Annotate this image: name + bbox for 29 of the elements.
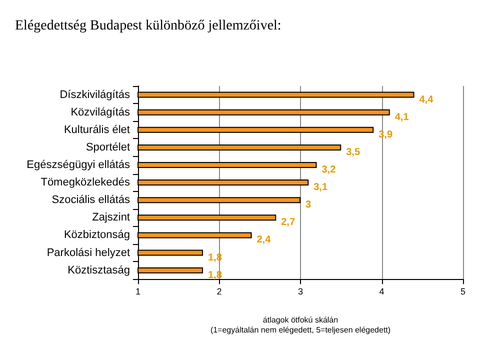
y-tick-label: Közvilágítás — [70, 106, 130, 118]
y-tick-label: Parkolási helyzet — [46, 246, 130, 259]
x-tick-label: 5 — [460, 286, 466, 297]
data-label: 3,5 — [346, 146, 360, 158]
y-tick-label: Zajszint — [92, 212, 130, 224]
y-tick-label: Szociális ellátás — [52, 194, 130, 206]
data-label: 3 — [306, 200, 312, 211]
chart-title: Elégedettség Budapest különböző jellemzőivel: — [15, 18, 282, 34]
x-tick-label: 2 — [216, 286, 222, 297]
y-tick-label: Egészségügyi ellátás — [26, 158, 130, 171]
y-tick-label: Sportélet — [86, 141, 130, 154]
y-tick-label: Köztisztaság — [68, 264, 130, 276]
data-label: 4,4 — [419, 94, 434, 106]
y-tick-label: Díszkivilágítás — [60, 88, 130, 101]
data-label: 2,4 — [256, 234, 272, 246]
data-label: 4,1 — [394, 112, 410, 123]
data-label: 3,9 — [378, 129, 393, 140]
y-tick-label: Tömegközlekedés — [40, 176, 130, 189]
y-tick-label: Kulturális élet — [64, 124, 130, 136]
data-label: 1,8 — [208, 270, 222, 281]
y-tick-label: Közbiztonság — [64, 229, 130, 242]
data-label: 1,8 — [208, 252, 222, 264]
data-label: 3,1 — [314, 182, 328, 194]
x-axis-title: átlagok ötfokú skálán (1=egyáltalán nem elégedett, 5=teljesen elégedett) — [210, 316, 391, 334]
x-tick-label: 3 — [298, 286, 304, 297]
data-label: 3,2 — [322, 164, 336, 176]
x-tick-label: 1 — [135, 286, 141, 297]
x-tick-label: 4 — [379, 286, 384, 297]
data-label: 2,7 — [281, 217, 296, 228]
